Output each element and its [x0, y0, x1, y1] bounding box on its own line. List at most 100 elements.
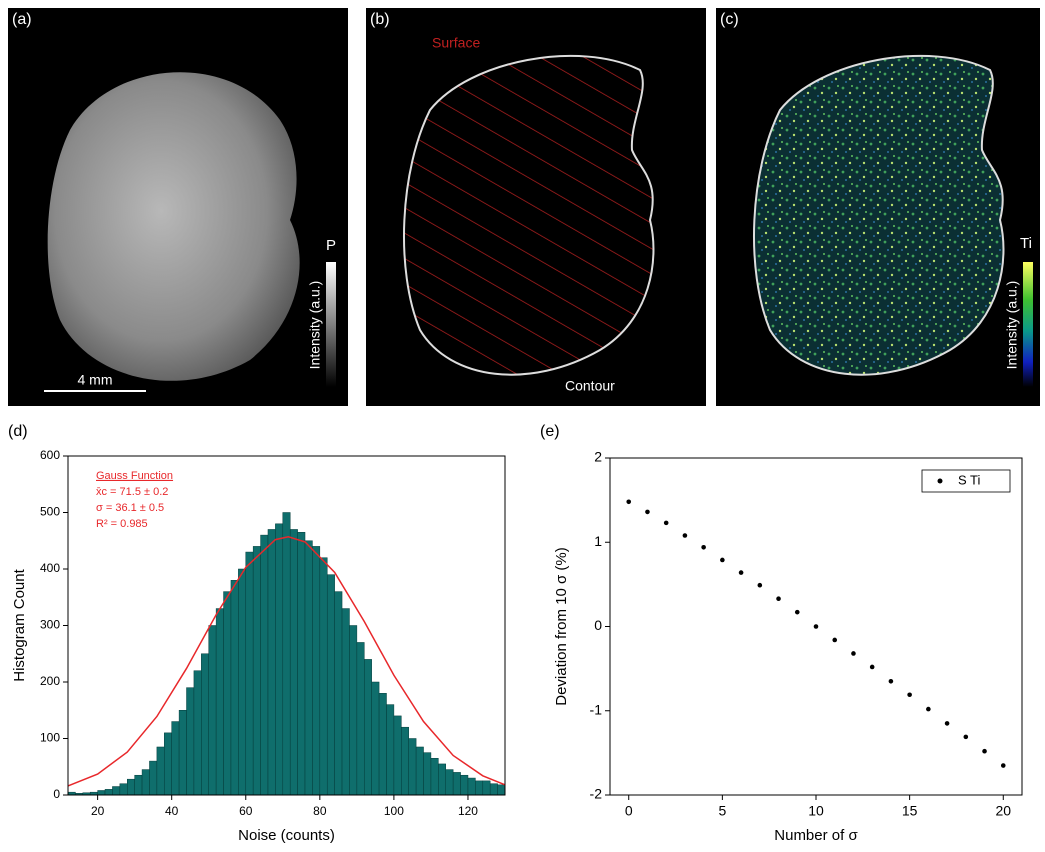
bar — [238, 569, 245, 795]
y-axis-label: Deviation from 10 σ (%) — [553, 547, 570, 705]
y-tick-label: 200 — [40, 674, 60, 688]
bar — [416, 747, 423, 795]
y-tick-label: 1 — [594, 533, 602, 549]
point — [870, 665, 875, 670]
bar — [216, 609, 223, 795]
legend-marker — [938, 479, 943, 484]
y-tick-label: 0 — [53, 787, 60, 801]
bar — [461, 775, 468, 795]
colorbar — [1023, 262, 1033, 387]
colorbar-label: Ti — [1020, 235, 1032, 252]
bar — [142, 770, 149, 795]
bar — [172, 722, 179, 795]
x-tick-label: 15 — [902, 803, 918, 819]
figure: (a) P Intensity (a.u.) 4 mm (b) Surface … — [0, 0, 1045, 847]
x-tick-label: 0 — [625, 803, 633, 819]
bar — [253, 546, 260, 795]
bar — [268, 529, 275, 795]
bar — [105, 789, 112, 795]
y-tick-label: 300 — [40, 618, 60, 632]
bar — [431, 758, 438, 795]
bar — [475, 781, 482, 795]
point — [814, 624, 819, 629]
colorbar-label: P — [326, 237, 336, 254]
point — [795, 610, 800, 615]
bar — [261, 535, 268, 795]
x-tick-label: 120 — [458, 804, 478, 818]
bar — [275, 524, 282, 795]
bar — [224, 592, 231, 795]
bar — [157, 747, 164, 795]
panel-label: (d) — [8, 423, 28, 440]
point — [701, 545, 706, 550]
x-axis-label: Noise (counts) — [238, 827, 335, 844]
scale-bar-label: 4 mm — [78, 372, 113, 388]
x-tick-label: 100 — [384, 804, 404, 818]
bar — [349, 626, 356, 796]
bar — [386, 705, 393, 795]
point — [982, 749, 987, 754]
y-tick-label: 600 — [40, 448, 60, 462]
bar — [120, 784, 127, 795]
point — [626, 500, 631, 505]
contour — [754, 56, 1003, 375]
x-tick-label: 80 — [313, 804, 327, 818]
bar — [379, 693, 386, 795]
colorbar — [326, 262, 336, 387]
annotation: Surface — [432, 35, 480, 51]
bar — [246, 552, 253, 795]
bar — [209, 626, 216, 796]
bar — [135, 775, 142, 795]
x-tick-label: 20 — [995, 803, 1011, 819]
bar — [187, 688, 194, 795]
y-tick-label: 400 — [40, 561, 60, 575]
x-tick-label: 40 — [165, 804, 179, 818]
bar — [342, 609, 349, 795]
bar — [312, 546, 319, 795]
bar — [446, 770, 453, 795]
bar — [453, 772, 460, 795]
point — [851, 651, 856, 656]
annotation: Contour — [565, 378, 615, 394]
bar — [483, 781, 490, 795]
point — [645, 510, 650, 515]
annotation: x̄c = 71.5 ± 0.2 — [96, 486, 168, 498]
bar — [98, 790, 105, 795]
point — [964, 735, 969, 740]
bar — [401, 727, 408, 795]
point — [776, 596, 781, 601]
bar — [298, 532, 305, 795]
bar — [305, 541, 312, 795]
bar — [364, 659, 371, 795]
panel-label: (e) — [540, 423, 560, 440]
x-tick-label: 10 — [808, 803, 824, 819]
bar — [498, 785, 505, 795]
bar — [409, 739, 416, 796]
bar — [320, 558, 327, 795]
y-axis-label: Histogram Count — [11, 568, 28, 681]
panel-label: (a) — [12, 11, 32, 28]
x-tick-label: 60 — [239, 804, 253, 818]
bar — [438, 764, 445, 795]
annotation: R² = 0.985 — [96, 518, 148, 530]
legend-label: S Ti — [958, 472, 981, 487]
y-tick-label: -2 — [590, 786, 603, 802]
bar — [127, 779, 134, 795]
contour — [404, 56, 653, 375]
y-tick-label: 100 — [40, 731, 60, 745]
point — [1001, 763, 1006, 768]
bar — [468, 778, 475, 795]
page: (a) P Intensity (a.u.) 4 mm (b) Surface … — [0, 0, 1045, 852]
bar — [194, 671, 201, 795]
bar — [357, 642, 364, 795]
point — [664, 521, 669, 526]
bar — [424, 753, 431, 795]
bar — [290, 529, 297, 795]
y-tick-label: 500 — [40, 505, 60, 519]
point — [907, 692, 912, 697]
bar — [112, 787, 119, 795]
bar — [231, 580, 238, 795]
colorbar-title: Intensity (a.u.) — [307, 281, 323, 370]
point — [945, 721, 950, 726]
annotation: σ = 36.1 ± 0.5 — [96, 502, 164, 514]
